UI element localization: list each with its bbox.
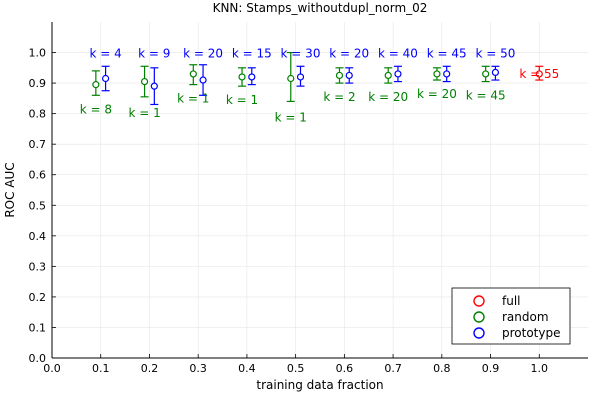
x-tick-label: 0.1 (92, 362, 110, 375)
random-k-label: k = 1 (128, 106, 160, 120)
prototype-k-label: k = 4 (89, 47, 121, 61)
y-axis-title: ROC AUC (3, 162, 17, 217)
random-point (140, 77, 149, 86)
random-k-label: k = 20 (417, 87, 457, 101)
random-k-label: k = 45 (466, 89, 506, 103)
random-point (384, 71, 392, 80)
x-tick-label: 0.0 (43, 362, 61, 375)
y-tick-label: 0.4 (29, 230, 47, 243)
legend-label-prototype: prototype (502, 326, 560, 340)
legend-box (451, 287, 571, 345)
legend-marker-full (473, 295, 485, 307)
prototype-point (491, 68, 500, 77)
prototype-k-label: k = 45 (427, 47, 467, 61)
full-k-label: k = 55 (519, 67, 559, 81)
random-point (482, 70, 490, 78)
random-point (433, 70, 441, 78)
prototype-k-label: k = 30 (281, 47, 321, 61)
random-point (287, 74, 295, 83)
prototype-k-label: k = 20 (183, 47, 223, 61)
prototype-point (345, 71, 353, 80)
prototype-k-label: k = 15 (232, 47, 272, 61)
y-tick-label: 0.5 (29, 199, 47, 212)
x-tick-label: 0.7 (384, 362, 402, 375)
x-axis-title: training data fraction (256, 378, 383, 392)
x-tick-label: 0.9 (482, 362, 500, 375)
legend-marker-prototype (473, 327, 485, 339)
random-point (92, 81, 100, 89)
random-point (189, 70, 197, 78)
k-labels: k = 55 k = 8 k = 1 k = 1 k = 1 k = 1 k = 2 k = … (80, 47, 560, 125)
prototype-point (248, 73, 256, 81)
prototype-point (296, 73, 305, 81)
axes (51, 22, 588, 359)
tick-labels: 0.0 0.1 0.2 0.3 0.4 0.5 0.6 0.7 0.8 0.9 1.0 0.0 0.1 0… (29, 47, 549, 375)
prototype-k-label: k = 20 (329, 47, 369, 61)
legend-marker-random (473, 311, 485, 323)
prototype-point (199, 76, 207, 84)
y-tick-label: 0.8 (29, 108, 47, 121)
x-tick-label: 1.0 (531, 362, 549, 375)
random-k-label: k = 8 (80, 102, 112, 116)
legend-label-random: random (502, 310, 549, 324)
y-tick-label: 0.6 (29, 169, 47, 182)
x-tick-label: 0.2 (141, 362, 159, 375)
y-tick-label: 0.2 (29, 291, 47, 304)
prototype-point (150, 82, 158, 90)
random-k-label: k = 20 (368, 90, 408, 104)
full-point (535, 70, 543, 78)
x-tick-label: 0.3 (189, 362, 207, 375)
y-tick-label: 0.3 (29, 260, 47, 273)
prototype-point (394, 70, 402, 78)
x-tick-label: 0.4 (238, 362, 256, 375)
prototype-k-label: k = 50 (475, 47, 515, 61)
data-marks (91, 51, 544, 106)
prototype-k-label: k = 9 (138, 47, 170, 61)
random-k-label: k = 1 (275, 110, 307, 124)
random-point (238, 73, 246, 81)
y-tick-label: 0.0 (29, 352, 47, 365)
chart-title: KNN: Stamps_withoutdupl_norm_02 (213, 1, 428, 15)
prototype-point (101, 74, 110, 83)
prototype-k-label: k = 40 (378, 47, 418, 61)
y-tick-label: 0.7 (29, 138, 47, 151)
random-k-label: k = 1 (177, 92, 209, 106)
y-tick-label: 1.0 (29, 47, 47, 60)
y-tick-label: 0.1 (29, 321, 47, 334)
legend: full random prototype (451, 287, 571, 345)
random-k-label: k = 1 (226, 93, 258, 107)
x-tick-label: 0.5 (287, 362, 305, 375)
random-point (335, 71, 344, 80)
x-tick-label: 0.6 (336, 362, 354, 375)
random-k-label: k = 2 (323, 90, 355, 104)
legend-label-full: full (502, 294, 521, 308)
x-tick-label: 0.8 (433, 362, 451, 375)
y-tick-label: 0.9 (29, 77, 47, 90)
prototype-point (443, 70, 451, 78)
